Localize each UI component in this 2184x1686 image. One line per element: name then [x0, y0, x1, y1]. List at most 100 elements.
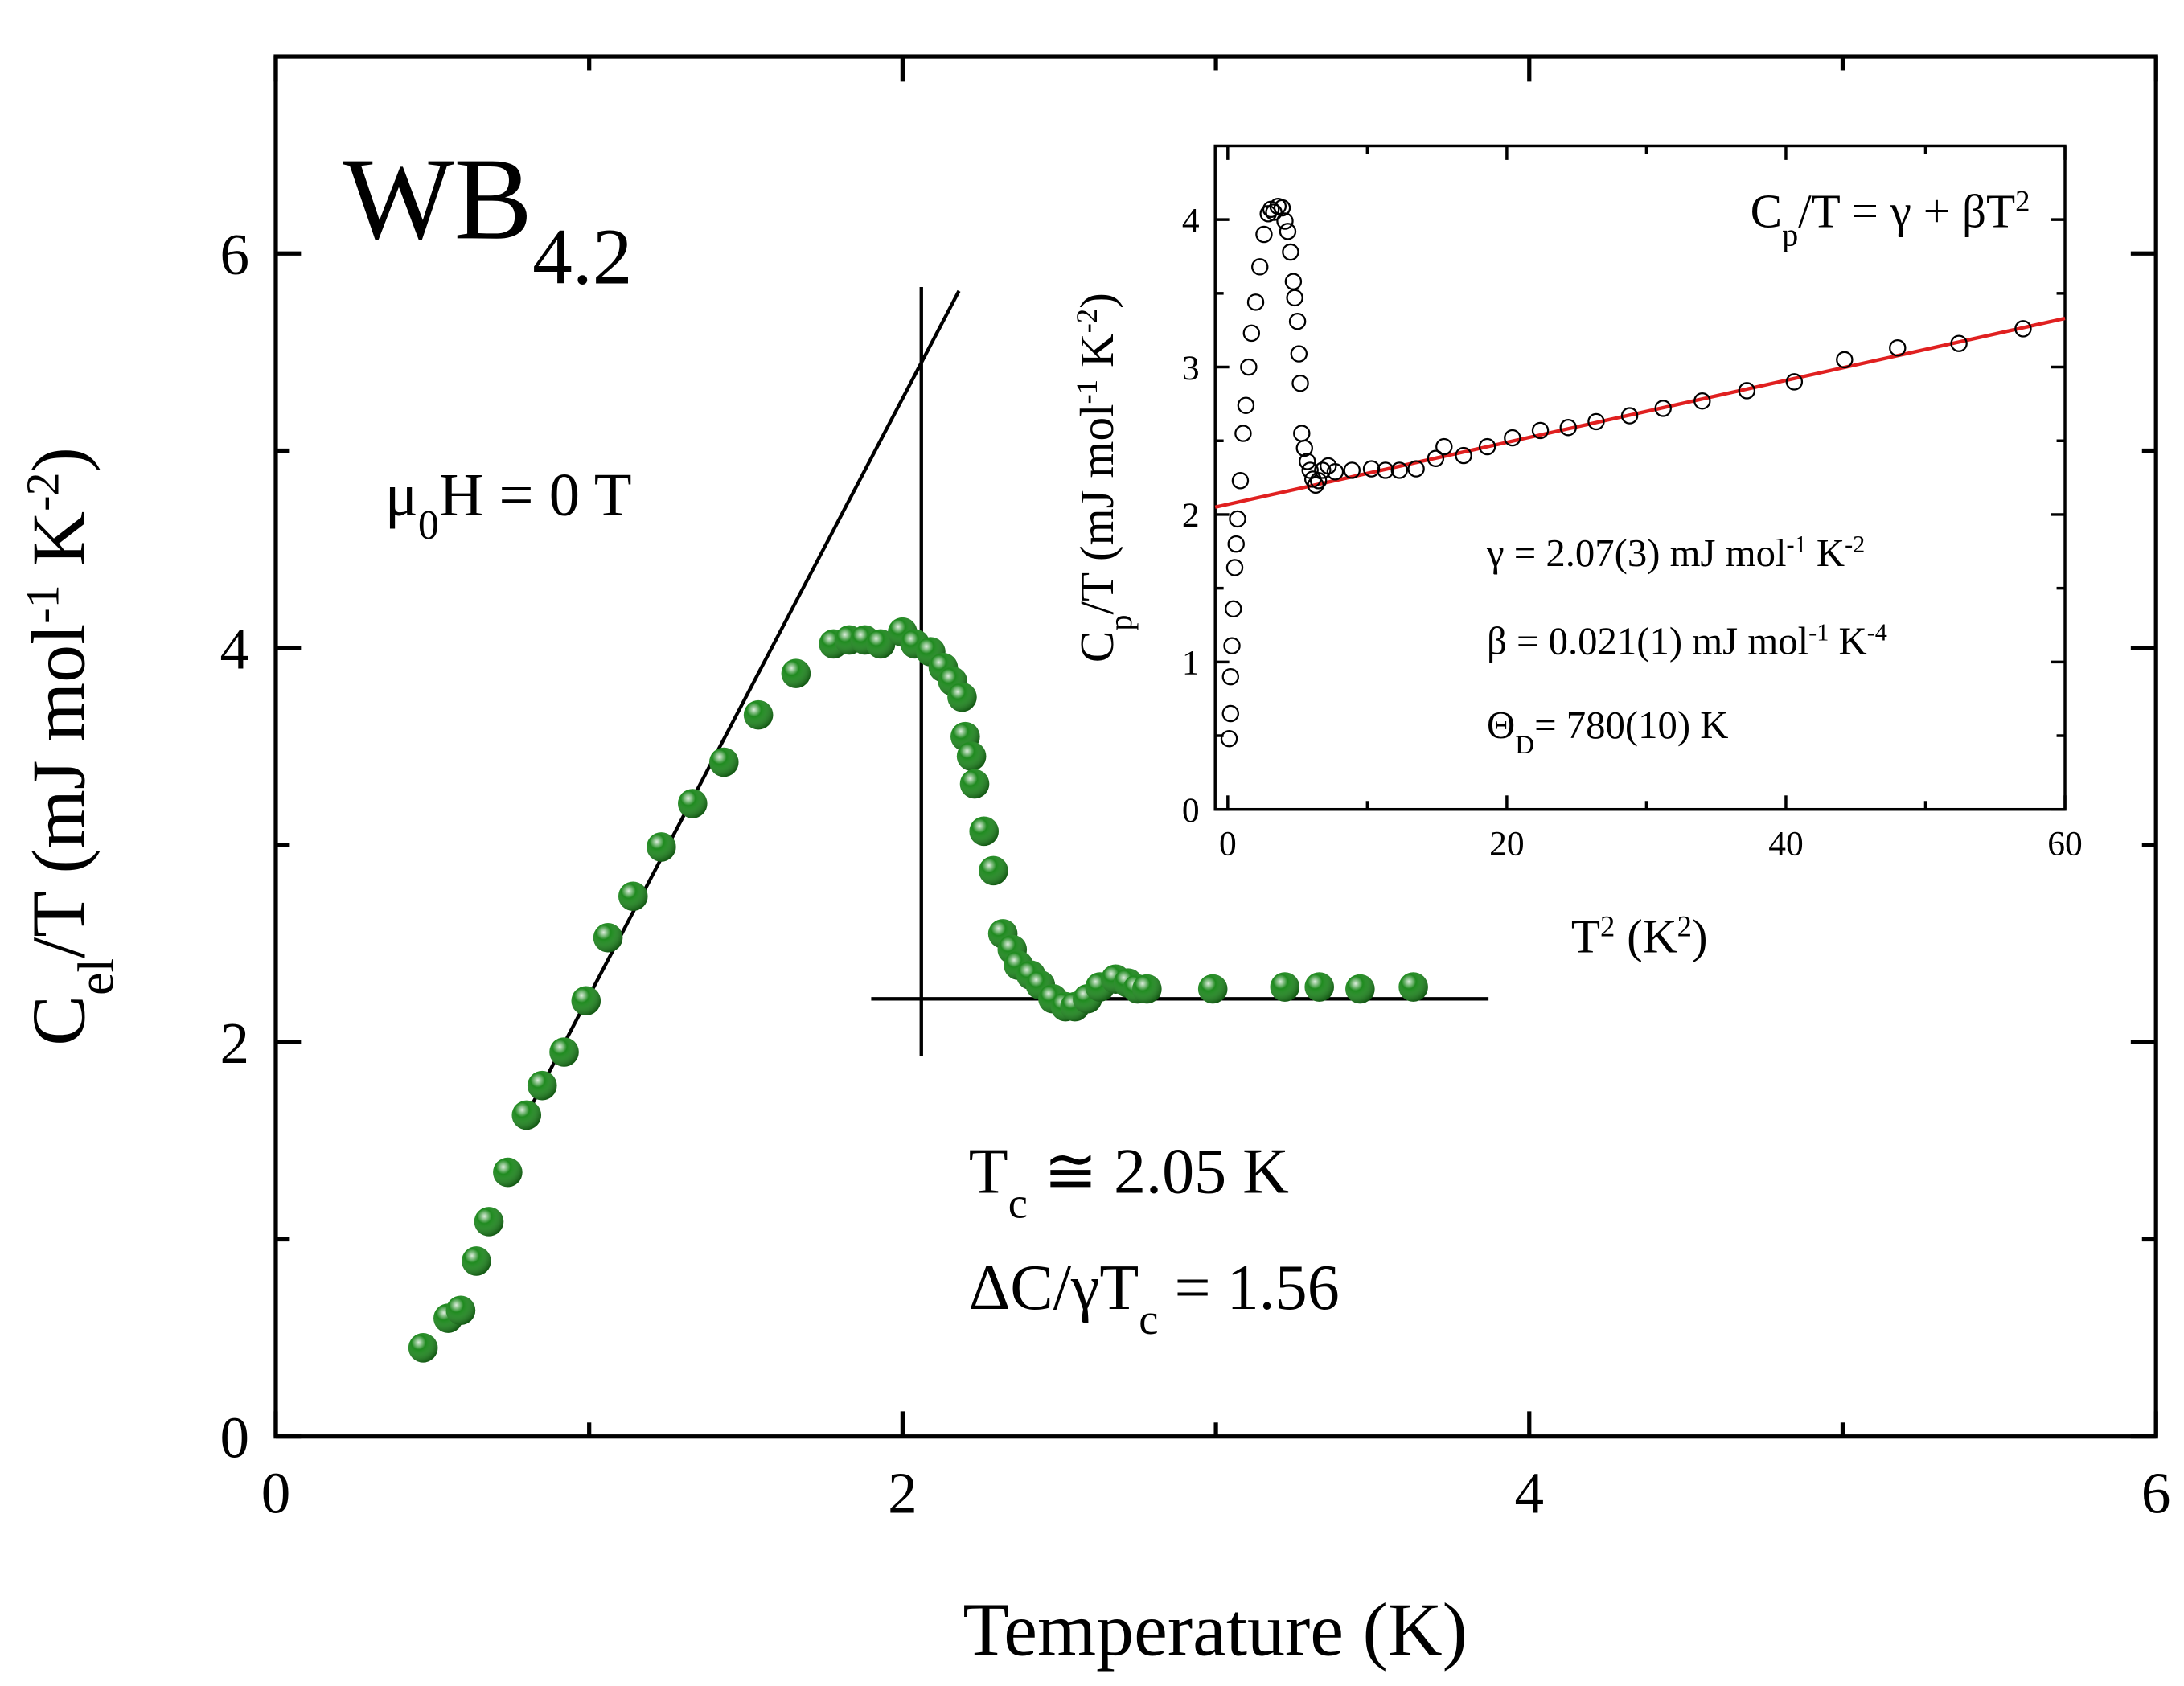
y-tick-label: 4: [220, 616, 250, 681]
data-point-shade: [979, 855, 1008, 886]
data-point-shade: [549, 1037, 579, 1067]
data-point: [1282, 243, 1299, 261]
y-tick-label: 3: [1182, 349, 1200, 388]
data-point-shade: [462, 1246, 491, 1276]
data-point: [1307, 476, 1324, 494]
plot-frame: [1213, 144, 2067, 811]
x-tick-label: 6: [2141, 1461, 2171, 1526]
text-segment: H = 0 T: [439, 461, 632, 529]
text-segment: /T = γ + βT: [1798, 184, 2015, 237]
data-point: [1326, 463, 1344, 481]
data-point: [1225, 559, 1244, 576]
data-point: [1836, 351, 1854, 369]
superscript: 2: [2015, 184, 2030, 217]
text-segment: /T (mJ mol: [17, 624, 101, 958]
annotation: ΘD= 780(10) K: [1487, 704, 1728, 759]
x-tick-label: 2: [888, 1461, 918, 1526]
data-point-shade: [781, 658, 811, 688]
data-point: [1240, 358, 1258, 376]
superscript: -1: [16, 585, 68, 624]
data-point: [1343, 461, 1361, 479]
data-point: [1620, 407, 1639, 425]
data-point-shade: [618, 881, 648, 912]
data-point: [1223, 637, 1241, 654]
data-point-shade: [1132, 974, 1162, 1004]
fit-line: [531, 289, 961, 1105]
text-segment: K: [1807, 531, 1845, 575]
data-point: [1299, 453, 1316, 470]
data-point-shade: [571, 986, 601, 1016]
data-point-shade: [947, 682, 977, 712]
data-point-shade: [1304, 972, 1334, 1002]
y-tick-label: 6: [220, 222, 250, 287]
data-point-shade: [527, 1070, 557, 1101]
data-point-shade: [647, 832, 676, 862]
data-point-shade: [956, 741, 987, 771]
data-point: [1229, 510, 1246, 528]
data-point: [1478, 437, 1496, 456]
data-point-shade: [969, 816, 999, 847]
data-point: [1301, 461, 1319, 479]
x-tick-label: 40: [1768, 824, 1804, 863]
subscript: c: [1139, 1294, 1158, 1343]
data-point: [1390, 461, 1408, 479]
superscript: 2: [1600, 909, 1615, 942]
y-tick-label: 1: [1182, 644, 1200, 683]
text-segment: C: [1070, 631, 1123, 663]
data-point: [1427, 449, 1445, 467]
data-point-shade: [743, 699, 774, 730]
text-segment: = 780(10) K: [1534, 704, 1728, 747]
text-segment: T: [969, 1137, 1008, 1208]
data-point: [1221, 704, 1240, 723]
data-point-shade: [1345, 974, 1375, 1004]
data-point: [1738, 382, 1756, 400]
text-segment: β = 0.021(1) mJ mol: [1487, 619, 1808, 663]
x-tick-label: 60: [2047, 824, 2083, 863]
text-segment: WB: [343, 133, 533, 264]
text-segment: ≅ 2.05 K: [1028, 1137, 1289, 1208]
x-tick-label: 20: [1489, 824, 1525, 863]
data-point-shade: [708, 747, 739, 777]
data-point: [1255, 225, 1273, 244]
subscript: 0: [418, 503, 439, 548]
data-point: [1286, 289, 1303, 307]
y-tick-label: 0: [220, 1405, 250, 1470]
x-tick-label: 0: [261, 1461, 291, 1526]
text-segment: K: [1070, 333, 1123, 379]
data-point-shade: [593, 922, 623, 953]
annotation: μ0H = 0 T: [385, 461, 632, 548]
data-point: [1504, 429, 1521, 447]
annotation: Tc ≅ 2.05 K: [969, 1137, 1289, 1227]
text-segment: K: [1829, 619, 1866, 663]
y-axis-label: Cp/T (mJ mol-1 K-2): [1070, 293, 1139, 663]
annotation: Cp/T = γ + βT2: [1751, 184, 2030, 252]
data-point: [1435, 437, 1453, 456]
x-axis-label: Temperature (K): [963, 1588, 1468, 1672]
data-point-shade: [865, 629, 896, 659]
subscript: el: [67, 958, 124, 995]
superscript: -1: [1787, 531, 1807, 558]
superscript: -2: [16, 472, 68, 511]
data-point: [1693, 392, 1711, 410]
data-point-shade: [959, 769, 990, 799]
text-segment: /T (mJ mol: [1070, 404, 1123, 614]
data-point-shade: [445, 1295, 476, 1326]
text-segment: Θ: [1487, 704, 1515, 747]
superscript: -1: [1808, 618, 1829, 646]
text-segment: γ = 2.07(3) mJ mol: [1486, 531, 1787, 575]
data-point: [1227, 535, 1245, 553]
text-segment: ): [17, 447, 101, 472]
data-point-shade: [408, 1333, 438, 1363]
data-point: [1377, 461, 1394, 479]
data-point-shade: [1398, 972, 1428, 1002]
data-point-shade: [1197, 974, 1228, 1004]
superscript: 2: [1677, 909, 1692, 942]
subscript: c: [1008, 1178, 1028, 1227]
superscript: -1: [1070, 379, 1103, 404]
y-tick-label: 0: [1182, 791, 1200, 830]
text-segment: (K: [1615, 909, 1677, 962]
y-axis-label: Cel/T (mJ mol-1 K-2): [16, 447, 124, 1046]
data-point: [1288, 312, 1307, 330]
